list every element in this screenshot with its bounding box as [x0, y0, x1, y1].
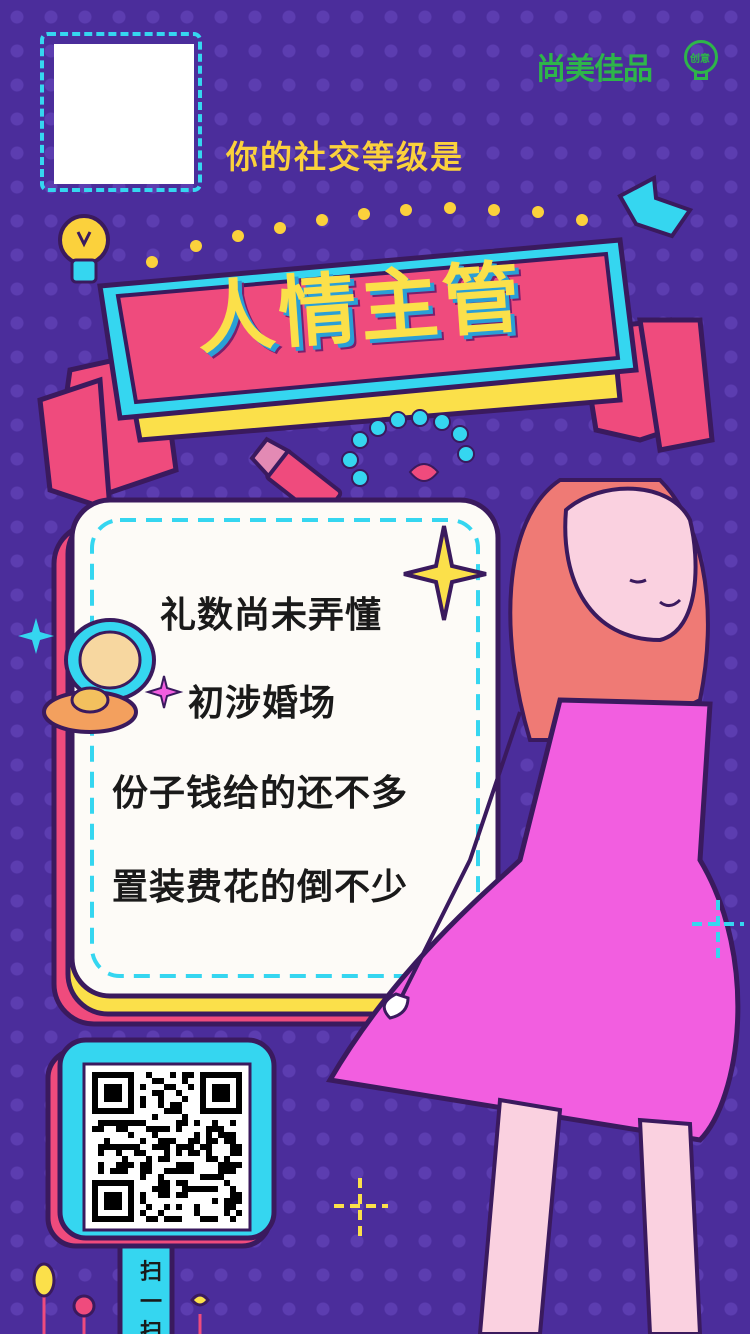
- girl-illustration: [326, 478, 741, 1334]
- arrow-icon: [617, 174, 694, 239]
- sparkle-icon: [692, 900, 744, 960]
- rank-title: 人情主管: [193, 252, 528, 366]
- flower-icon: [32, 1262, 210, 1334]
- sparkle-icon: [334, 1178, 388, 1240]
- banner-face: [115, 251, 621, 405]
- brand-bulb-base: [694, 72, 708, 80]
- lightbulb-icon: [58, 214, 110, 284]
- compact-mirror-icon: [42, 618, 156, 734]
- brand-logo: 尚美佳品: [536, 52, 653, 87]
- page-heading: 你的社交等级是: [226, 138, 465, 176]
- card-line: 份子钱给的还不多: [112, 773, 409, 814]
- sparkle-icon: [144, 675, 184, 709]
- card-line: 置装费花的倒不少: [112, 867, 409, 908]
- sparkle-icon: [18, 618, 54, 654]
- avatar-slot[interactable]: [54, 44, 194, 184]
- scan-label: 扫一扫: [139, 1260, 162, 1334]
- qr-code[interactable]: [92, 1072, 242, 1222]
- brand-badge: 创意: [690, 54, 710, 65]
- brand-bulb-icon: [684, 40, 718, 74]
- dot-arc: [146, 202, 588, 268]
- card-line: 初涉婚场: [188, 683, 337, 724]
- avatar-frame: [40, 32, 202, 192]
- card-line: 礼数尚未弄懂: [160, 595, 383, 636]
- sparkle-icon: [403, 525, 487, 621]
- text-card: [51, 497, 501, 1027]
- necklace-icon: [341, 409, 475, 487]
